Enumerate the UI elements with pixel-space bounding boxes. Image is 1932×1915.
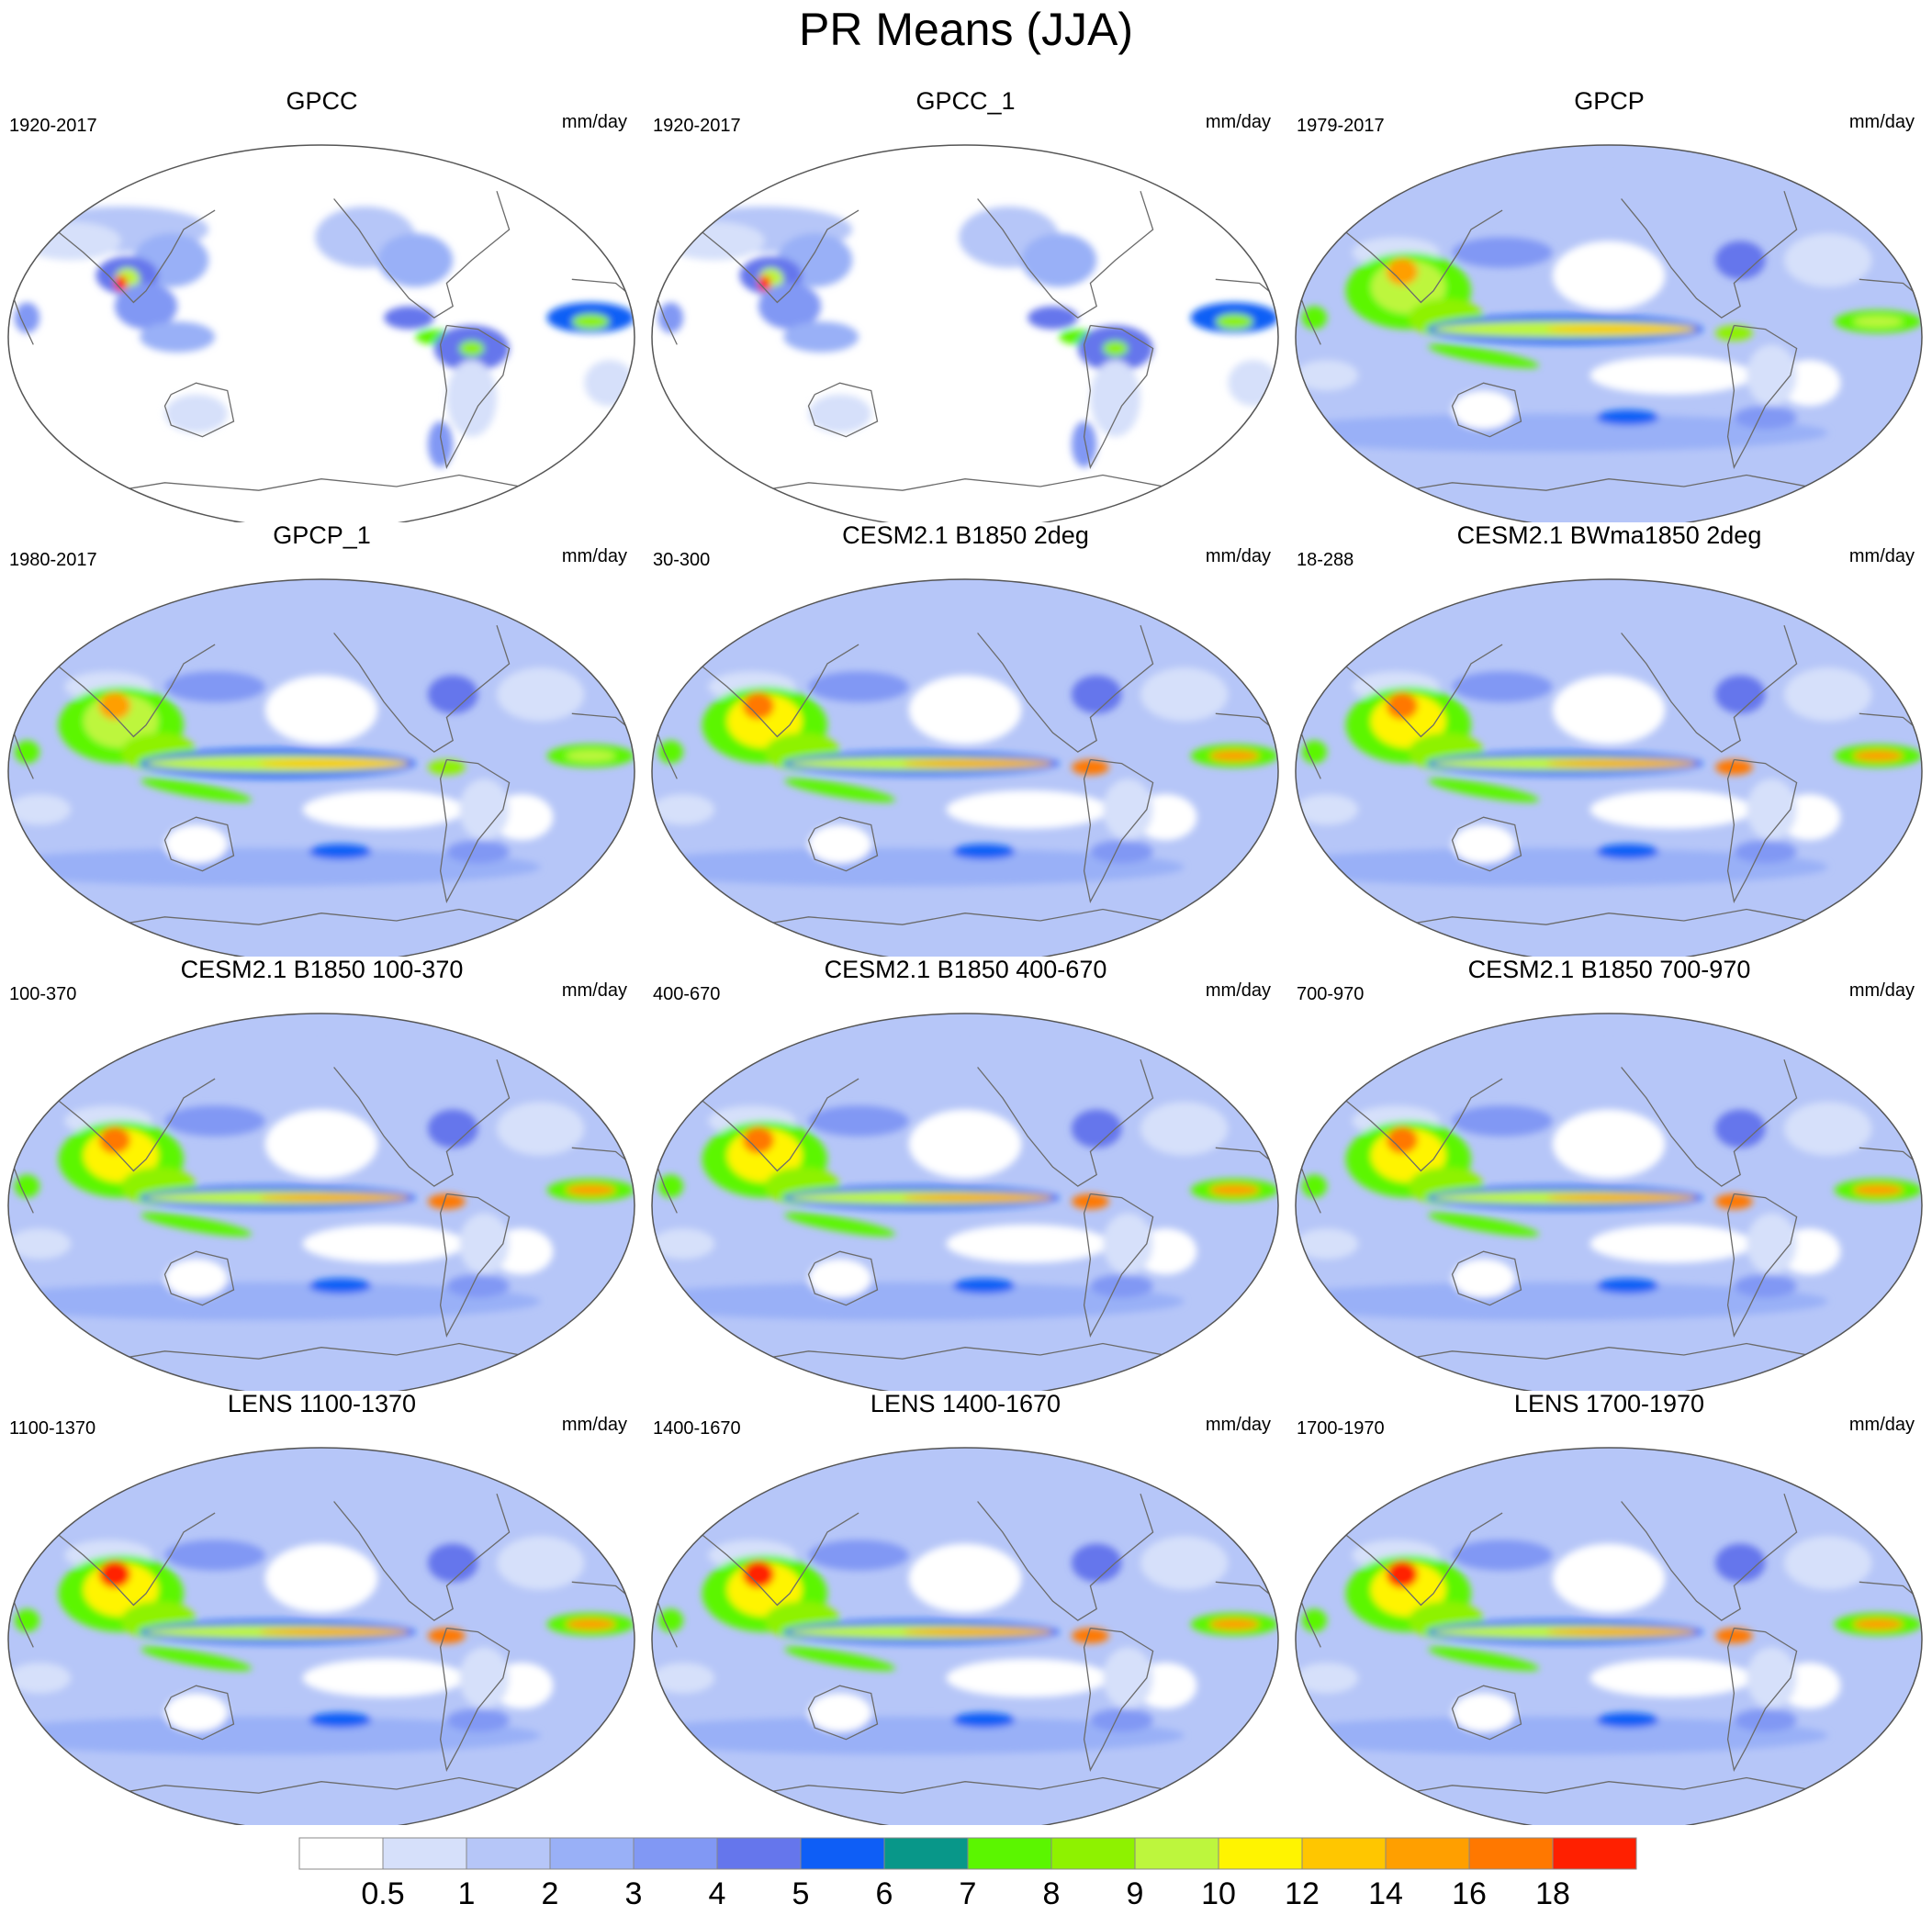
map-svg [7, 1013, 635, 1391]
panel-units: mm/day [561, 1415, 627, 1435]
panel-period: 18-288 [1297, 550, 1354, 570]
map-panel: LENS 1700-1970 1700-1970 mm/day [1287, 1390, 1931, 1825]
precip-field [652, 579, 1278, 957]
panel-period: 1979-2017 [1297, 116, 1385, 136]
panel-title: CESM2.1 BWma1850 2deg [1456, 521, 1762, 549]
panel-title: CESM2.1 B1850 400-670 [824, 956, 1107, 983]
panel-period: 30-300 [653, 550, 711, 570]
panel-units: mm/day [1848, 546, 1915, 566]
map-panel: CESM2.1 B1850 400-670 400-670 mm/day [644, 956, 1287, 1391]
map-svg [7, 144, 635, 522]
panel-units: mm/day [1205, 980, 1271, 1001]
map-outline [1295, 578, 1923, 957]
panel-title: CESM2.1 B1850 100-370 [180, 956, 464, 983]
panel-units: mm/day [561, 980, 627, 1001]
panel-units: mm/day [561, 546, 627, 566]
panel-units: mm/day [1848, 980, 1915, 1001]
map-svg [1295, 144, 1923, 522]
panel-units: mm/day [1205, 1415, 1271, 1435]
panel-units: mm/day [1848, 1415, 1915, 1435]
figure-title: PR Means (JJA) [799, 4, 1133, 55]
coastlines [1296, 1058, 1922, 1368]
panel-period: 1400-1670 [653, 1418, 741, 1439]
map-svg [7, 578, 635, 957]
precip-field [652, 1013, 1278, 1391]
panel-title: LENS 1400-1670 [870, 1390, 1061, 1417]
panel-period: 1700-1970 [1297, 1418, 1385, 1439]
panel-units: mm/day [561, 112, 627, 132]
precip-field [8, 1448, 635, 1825]
panel-title: GPCC_1 [915, 87, 1016, 115]
map-panel: LENS 1100-1370 1100-1370 mm/day [0, 1390, 644, 1825]
map-outline [1295, 144, 1923, 522]
precip-field [652, 145, 1278, 522]
map-outline [7, 1447, 635, 1825]
map-panel: CESM2.1 B1850 100-370 100-370 mm/day [0, 956, 644, 1391]
map-panel: GPCC 1920-2017 mm/day [0, 87, 644, 522]
coastlines [8, 1058, 635, 1368]
map-outline [651, 1447, 1279, 1825]
map-svg [651, 1013, 1279, 1391]
panel-units: mm/day [1205, 112, 1271, 132]
map-outline [7, 578, 635, 957]
map-panel: CESM2.1 B1850 700-970 700-970 mm/day [1287, 956, 1931, 1391]
panel-units: mm/day [1848, 112, 1915, 132]
map-svg [7, 1447, 635, 1825]
panel-title: LENS 1700-1970 [1513, 1390, 1705, 1417]
panel-period: 1980-2017 [9, 550, 97, 570]
coastlines [1296, 190, 1922, 499]
map-svg [651, 144, 1279, 522]
panel-title: LENS 1100-1370 [227, 1390, 417, 1417]
precip-field [1296, 1013, 1922, 1391]
coastlines [8, 624, 635, 934]
precip-field [1296, 579, 1922, 957]
map-svg [651, 1447, 1279, 1825]
panel-period: 1100-1370 [9, 1418, 96, 1439]
map-panel: CESM2.1 B1850 2deg 30-300 mm/day [644, 521, 1287, 957]
map-outline [1295, 1013, 1923, 1391]
precip-field [8, 579, 635, 957]
coastlines [652, 1058, 1278, 1368]
panel-period: 100-370 [9, 984, 77, 1004]
precip-field [652, 1448, 1278, 1825]
map-outline [7, 1013, 635, 1391]
panel-units: mm/day [1205, 546, 1271, 566]
map-outline [651, 144, 1279, 522]
panel-title: GPCC [286, 87, 358, 115]
map-outline [651, 578, 1279, 957]
map-outline [651, 1013, 1279, 1391]
panel-title: CESM2.1 B1850 2deg [842, 521, 1089, 549]
map-svg [651, 578, 1279, 957]
precip-field [1296, 1448, 1922, 1825]
map-panel: GPCC_1 1920-2017 mm/day [644, 87, 1287, 522]
panel-period: 1920-2017 [653, 116, 741, 136]
precip-field [8, 1013, 635, 1391]
map-panel: LENS 1400-1670 1400-1670 mm/day [644, 1390, 1287, 1825]
map-panel: CESM2.1 BWma1850 2deg 18-288 mm/day [1287, 521, 1931, 957]
coastlines [8, 1493, 635, 1802]
panel-title: GPCP [1574, 87, 1645, 115]
precip-field [8, 145, 635, 522]
map-svg [1295, 578, 1923, 957]
panel-period: 1920-2017 [9, 116, 97, 136]
map-outline [1295, 1447, 1923, 1825]
map-panel: GPCP 1979-2017 mm/day [1287, 87, 1931, 522]
map-svg [1295, 1013, 1923, 1391]
map-svg [1295, 1447, 1923, 1825]
panel-title: CESM2.1 B1850 700-970 [1467, 956, 1751, 983]
map-panel: GPCP_1 1980-2017 mm/day [0, 521, 644, 957]
panel-period: 700-970 [1297, 984, 1365, 1004]
panel-title: GPCP_1 [273, 521, 371, 549]
panel-period: 400-670 [653, 984, 721, 1004]
precip-field [1296, 145, 1922, 522]
map-outline [7, 144, 635, 522]
